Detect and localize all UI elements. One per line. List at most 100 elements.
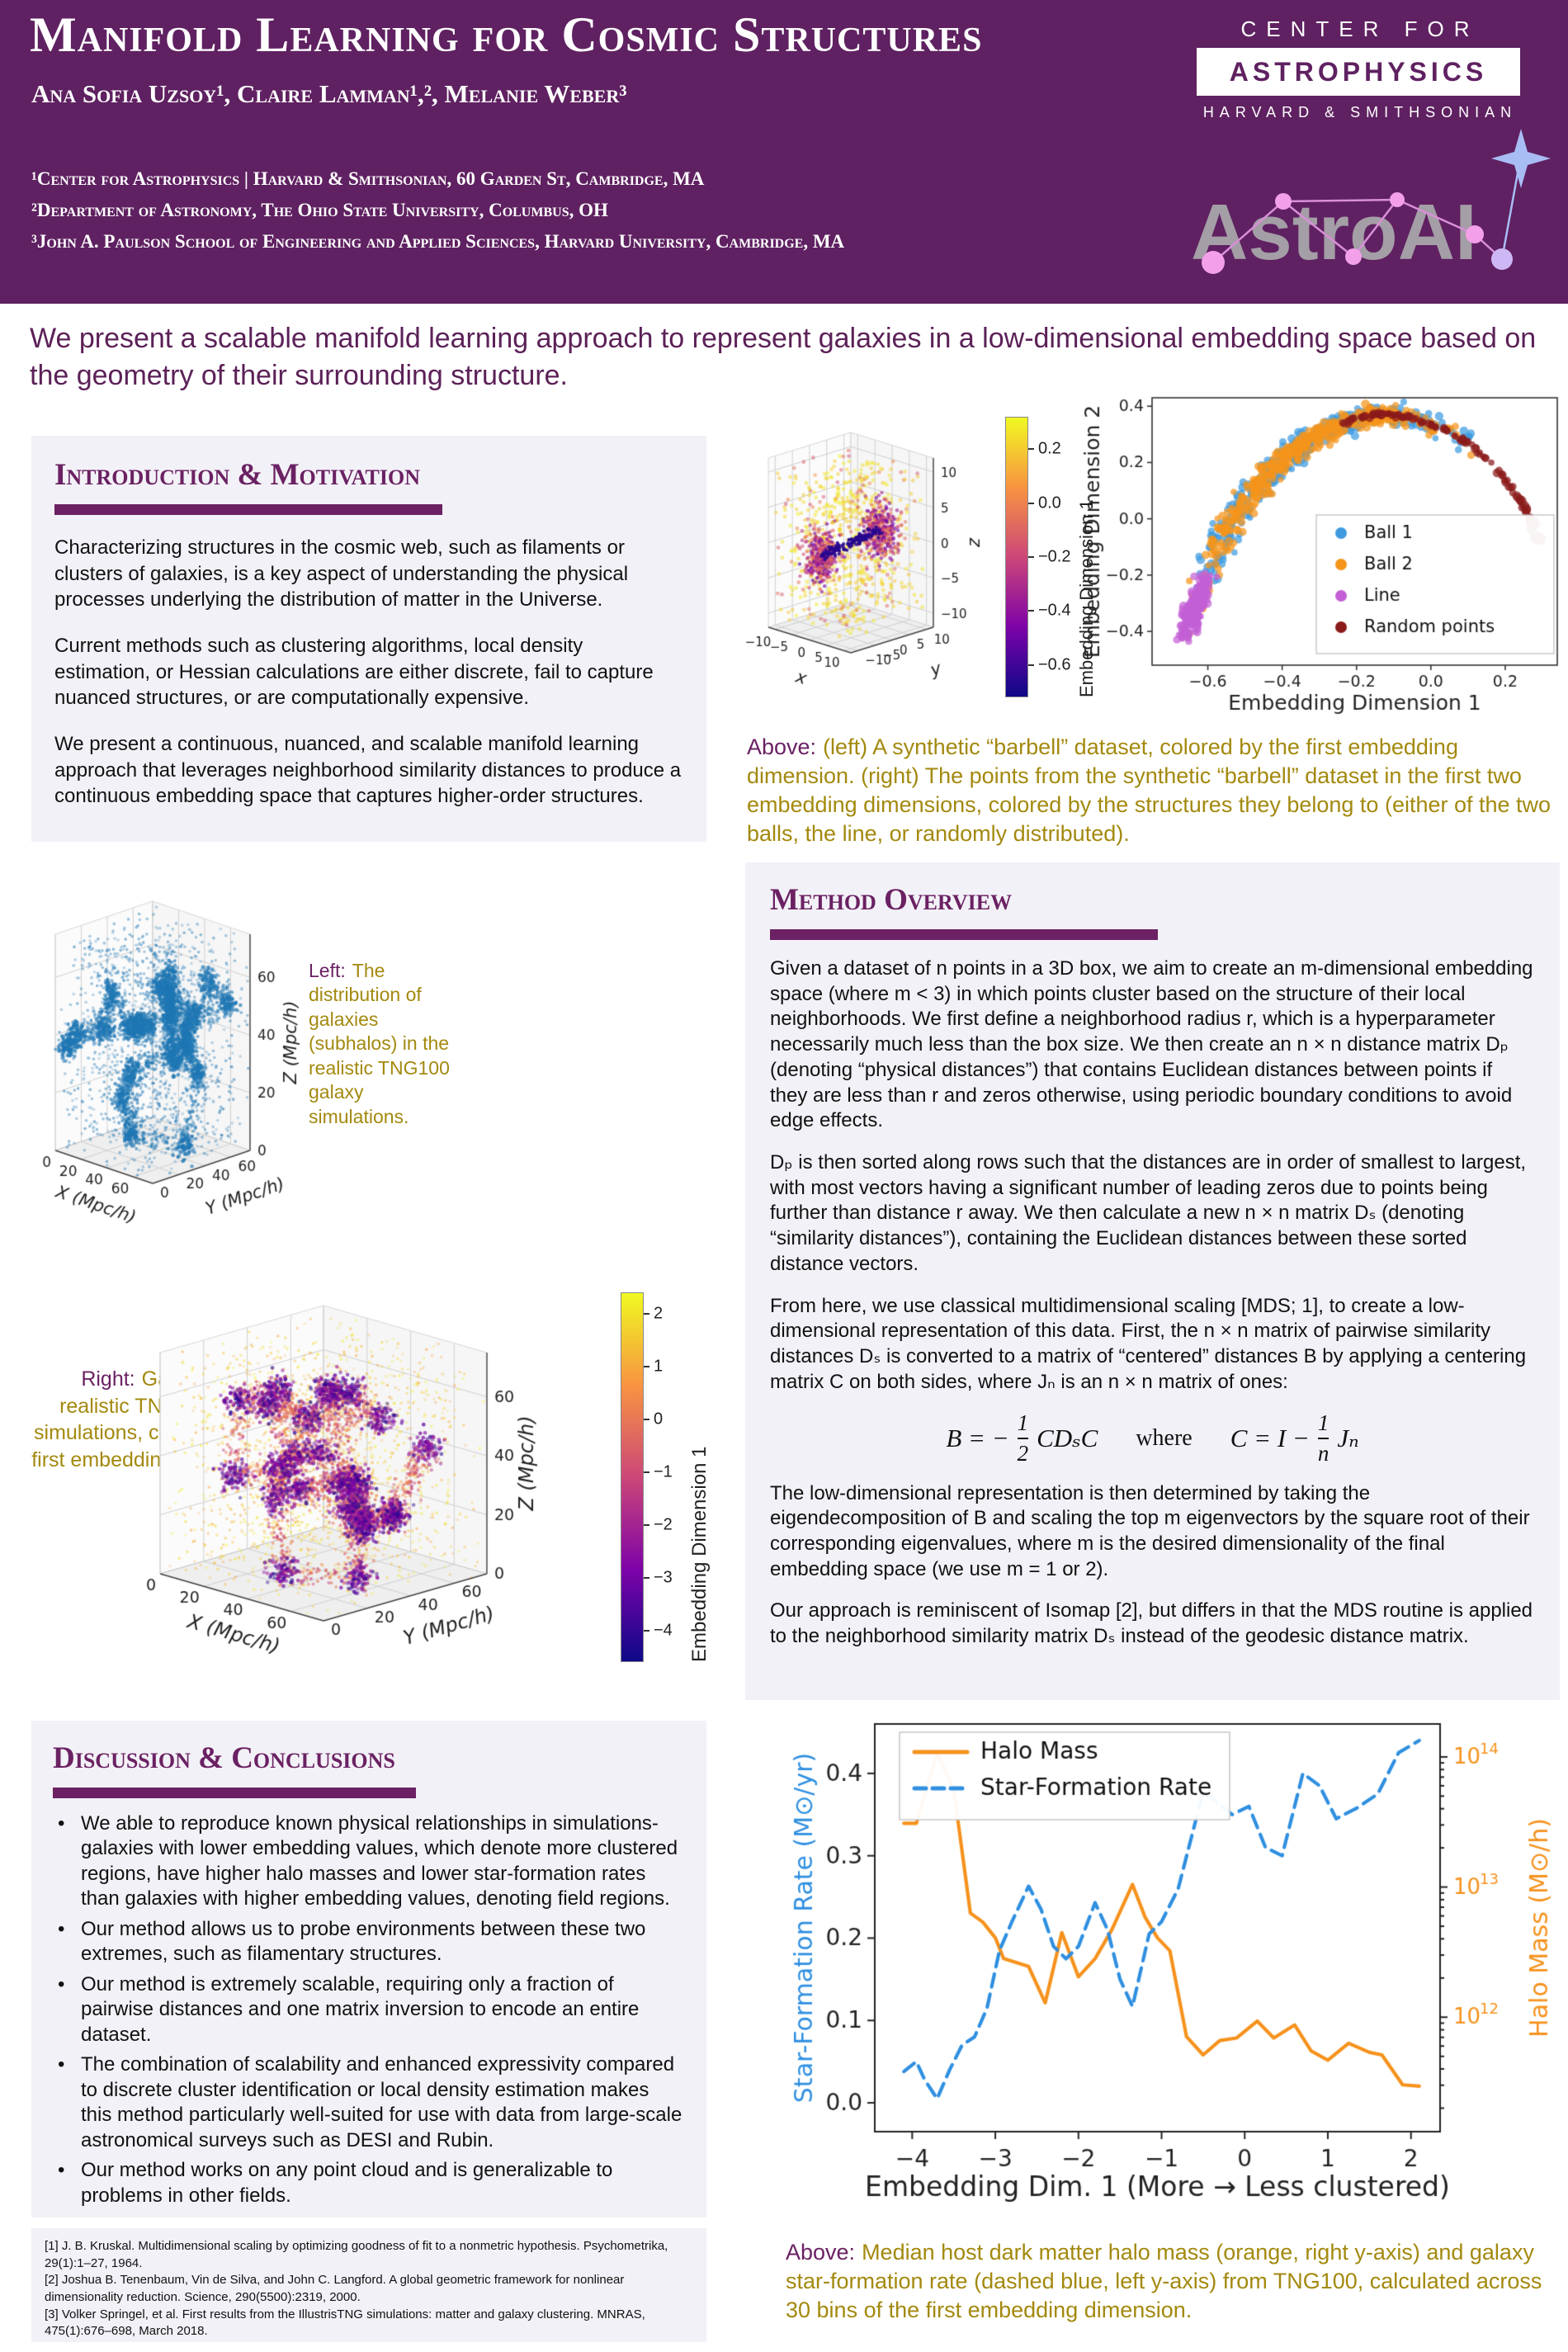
- colorbar-tickmark: [644, 1629, 649, 1632]
- colorbar-tick-label: −2: [654, 1515, 673, 1534]
- caption-bottom-text: Median host dark matter halo mass (orang…: [786, 2240, 1542, 2323]
- introduction-paragraph-3: We present a continuous, nuanced, and sc…: [54, 733, 682, 808]
- colorbar-tickmark: [1028, 448, 1034, 451]
- method-title: Method Overview: [770, 883, 1013, 917]
- caption-left-prefix: Left:: [309, 960, 346, 981]
- caption-top: Above: (left) A synthetic “barbell” datas…: [747, 733, 1566, 848]
- tagline-text: We present a scalable manifold learning …: [30, 323, 1537, 392]
- introduction-title-underline: [54, 504, 442, 515]
- discussion-bullet-4: The combination of scalability and enhan…: [53, 2052, 685, 2153]
- author-list: Ana Sofia Uzsoy¹, Claire Lamman¹,², Mela…: [31, 79, 627, 108]
- affiliation-3: ³John A. Paulson School of Engineering a…: [31, 231, 845, 252]
- equation-where: where: [1136, 1424, 1193, 1451]
- caption-left-text: The distribution of galaxies (subhalos) …: [309, 960, 450, 1127]
- fraction-numerator: 1: [1317, 1410, 1329, 1435]
- astroai-star-icon: [1491, 129, 1551, 188]
- colorbar-tick-label: −4: [654, 1621, 673, 1640]
- discussion-bullet-list: We able to reproduce known physical rela…: [53, 1811, 685, 2208]
- caption-left: Left: The distribution of galaxies (subha…: [309, 959, 465, 1129]
- discussion-title: Discussion & Conclusions: [53, 1741, 395, 1775]
- barbell-3d-figure: [737, 406, 993, 728]
- colorbar-tickmark: [1028, 556, 1034, 558]
- colorbar-gradient: [1005, 417, 1028, 697]
- colorbar-tick-label: 1: [654, 1357, 664, 1376]
- equation-post: Jₙ: [1337, 1423, 1359, 1452]
- section-discussion: Discussion & Conclusions We able to repr…: [31, 1721, 706, 2217]
- colorbar-tickmark: [644, 1471, 649, 1473]
- caption-bottom-prefix: Above:: [786, 2240, 856, 2265]
- discussion-title-underline: [53, 1788, 416, 1798]
- introduction-paragraph-1: Characterizing structures in the cosmic …: [54, 536, 629, 612]
- method-paragraph-4: The low-dimensional representation is th…: [770, 1481, 1530, 1580]
- embedding-scatter-figure: [1079, 390, 1564, 720]
- cfa-logo-box: ASTROPHYSICS: [1197, 48, 1520, 96]
- astroai-logo: AstroAI: [1184, 120, 1564, 300]
- introduction-paragraph-2: Current methods such as clustering algor…: [54, 635, 654, 710]
- cfa-logo-line2: ASTROPHYSICS: [1229, 56, 1488, 87]
- tng100-embedding-3d-figure: [116, 1278, 578, 1723]
- colorbar-tick-label: 0: [654, 1410, 664, 1429]
- cfa-logo-line3: HARVARD & SMITHSONIAN: [1202, 104, 1518, 120]
- method-paragraph-1: Given a dataset of n points in a 3D box,…: [770, 957, 1533, 1132]
- colorbar-tick-label: −3: [654, 1568, 673, 1587]
- method-paragraph-5: Our approach is reminiscent of Isomap [2…: [770, 1599, 1533, 1648]
- colorbar-tickmark: [1028, 664, 1034, 666]
- caption-bottom: Above: Median host dark matter halo mass …: [786, 2238, 1560, 2325]
- method-title-underline: [770, 929, 1158, 940]
- fraction-bar: [1017, 1437, 1029, 1439]
- discussion-bullet-5: Our method works on any point cloud and …: [53, 2158, 685, 2208]
- method-paragraph-2: Dₚ is then sorted along rows such that t…: [770, 1151, 1527, 1275]
- colorbar-tick-label: −0.6: [1038, 655, 1071, 674]
- fraction-numerator: 1: [1017, 1410, 1029, 1435]
- discussion-bullet-3: Our method is extremely scalable, requir…: [53, 1972, 685, 2047]
- cfa-logo-line1: CENTER FOR: [1240, 17, 1480, 41]
- affiliation-1: ¹Center for Astrophysics | Harvard & Smi…: [31, 168, 705, 189]
- colorbar-tick-label: 0.0: [1038, 494, 1061, 512]
- colorbar-tickmark: [644, 1576, 649, 1579]
- colorbar-tick-label: −1: [654, 1462, 673, 1481]
- method-paragraph-3: From here, we use classical multidimensi…: [770, 1294, 1527, 1393]
- reference-2: [2] Joshua B. Tenenbaum, Vin de Silva, a…: [45, 2273, 625, 2305]
- astroai-node-lavender: [1491, 248, 1513, 270]
- colorbar-tickmark: [1028, 610, 1034, 612]
- colorbar-tickmark: [1028, 502, 1034, 504]
- affiliation-2: ²Department of Astronomy, The Ohio State…: [31, 200, 608, 220]
- caption-top-prefix: Above:: [747, 734, 817, 759]
- colorbar-tickmark: [644, 1312, 649, 1315]
- colorbar-tick-label: −0.2: [1038, 547, 1071, 566]
- affiliations: ¹Center for Astrophysics | Harvard & Smi…: [31, 163, 844, 257]
- caption-top-text: (left) A synthetic “barbell” dataset, co…: [747, 734, 1551, 847]
- fraction-denominator: 2: [1017, 1440, 1029, 1466]
- reference-3: [3] Volker Springel, et al. First result…: [45, 2307, 645, 2339]
- astroai-wordmark: AstroAI: [1191, 188, 1477, 276]
- embedding-colorbar-barbell: Embedding Dimension 1 0.20.0−0.2−0.4−0.6: [1005, 417, 1104, 697]
- equation-lhs: B = −: [946, 1423, 1009, 1452]
- colorbar-tick-label: 0.2: [1038, 439, 1061, 458]
- astroai-constellation-nodes: [1202, 192, 1484, 274]
- introduction-title: Introduction & Motivation: [54, 458, 420, 492]
- colorbar-tickmark: [644, 1523, 649, 1526]
- equation-mid: CDₛC: [1037, 1423, 1098, 1452]
- colorbar-label: Embedding Dimension 1: [688, 1446, 711, 1662]
- fraction-denominator: n: [1317, 1440, 1329, 1466]
- poster-title: Manifold Learning for Cosmic Structures: [30, 7, 983, 62]
- colorbar-tickmark: [644, 1365, 649, 1367]
- colorbar-tick-label: −0.4: [1038, 601, 1071, 620]
- halo-mass-sfr-chart: [784, 1712, 1564, 2216]
- embedding-colorbar-tng: Embedding Dimension 1 2 1 0 −1 −2 −3 −4: [621, 1292, 720, 1662]
- equation-rhs: C = I −: [1230, 1423, 1310, 1452]
- colorbar-tick-label: 2: [654, 1304, 664, 1323]
- section-introduction: Introduction & Motivation Characterizing…: [31, 436, 706, 842]
- tng100-galaxies-3d-figure: [29, 868, 305, 1293]
- discussion-bullet-2: Our method allows us to probe environmen…: [53, 1917, 685, 1967]
- section-method: Method Overview Given a dataset of n poi…: [745, 862, 1560, 1700]
- reference-1: [1] J. B. Kruskal. Multidimensional scal…: [45, 2239, 668, 2270]
- references: [1] J. B. Kruskal. Multidimensional scal…: [31, 2228, 706, 2342]
- discussion-bullet-1: We able to reproduce known physical rela…: [53, 1811, 685, 1912]
- fraction-bar: [1317, 1437, 1329, 1439]
- colorbar-gradient: [621, 1292, 644, 1662]
- colorbar-tickmark: [644, 1418, 649, 1420]
